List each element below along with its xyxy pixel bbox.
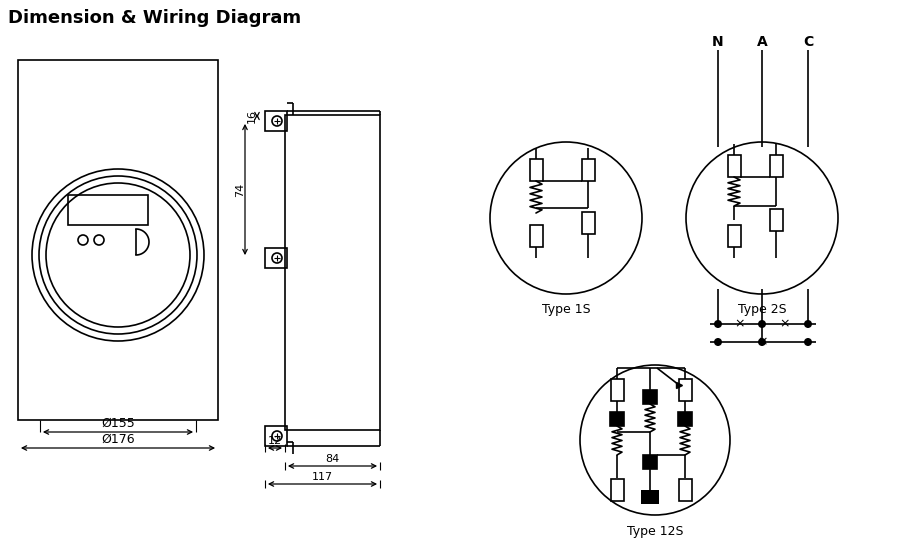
- Text: 117: 117: [312, 472, 333, 482]
- Bar: [18, 60, 218, 420]
- Circle shape: [714, 320, 722, 328]
- Bar: [679, 479, 691, 501]
- Bar: [678, 412, 692, 426]
- Bar: [679, 379, 691, 401]
- Bar: [265, 111, 287, 131]
- Bar: [529, 225, 543, 247]
- Bar: [265, 426, 287, 446]
- Text: 16: 16: [247, 109, 257, 123]
- Bar: [68, 195, 148, 225]
- Bar: [610, 412, 624, 426]
- Circle shape: [758, 338, 766, 346]
- Text: Ø155: Ø155: [101, 417, 135, 430]
- Text: ×: ×: [758, 335, 769, 348]
- Text: Dimension & Wiring Diagram: Dimension & Wiring Diagram: [8, 9, 302, 27]
- Bar: [610, 379, 624, 401]
- Bar: [770, 209, 782, 231]
- Text: Type 1S: Type 1S: [542, 304, 590, 316]
- Bar: [581, 212, 595, 234]
- Text: Type 12S: Type 12S: [626, 525, 683, 538]
- Circle shape: [714, 338, 722, 346]
- Circle shape: [804, 338, 812, 346]
- Text: Type 2S: Type 2S: [738, 304, 787, 316]
- Bar: [581, 159, 595, 181]
- Text: ×: ×: [734, 318, 745, 330]
- Text: Ø176: Ø176: [101, 433, 135, 446]
- Bar: [285, 115, 380, 430]
- Bar: [643, 390, 657, 404]
- Bar: [529, 159, 543, 181]
- Text: A: A: [757, 35, 768, 49]
- Text: 12: 12: [268, 436, 282, 446]
- Bar: [641, 490, 659, 504]
- Text: 74: 74: [235, 183, 245, 197]
- Bar: [265, 248, 287, 268]
- Bar: [770, 155, 782, 177]
- Text: C: C: [803, 35, 813, 49]
- Text: ×: ×: [779, 318, 790, 330]
- Bar: [610, 479, 624, 501]
- Circle shape: [758, 320, 766, 328]
- Bar: [643, 455, 657, 469]
- Bar: [727, 155, 741, 177]
- Text: N: N: [712, 35, 724, 49]
- Text: 84: 84: [326, 454, 339, 464]
- Bar: [727, 225, 741, 247]
- Circle shape: [804, 320, 812, 328]
